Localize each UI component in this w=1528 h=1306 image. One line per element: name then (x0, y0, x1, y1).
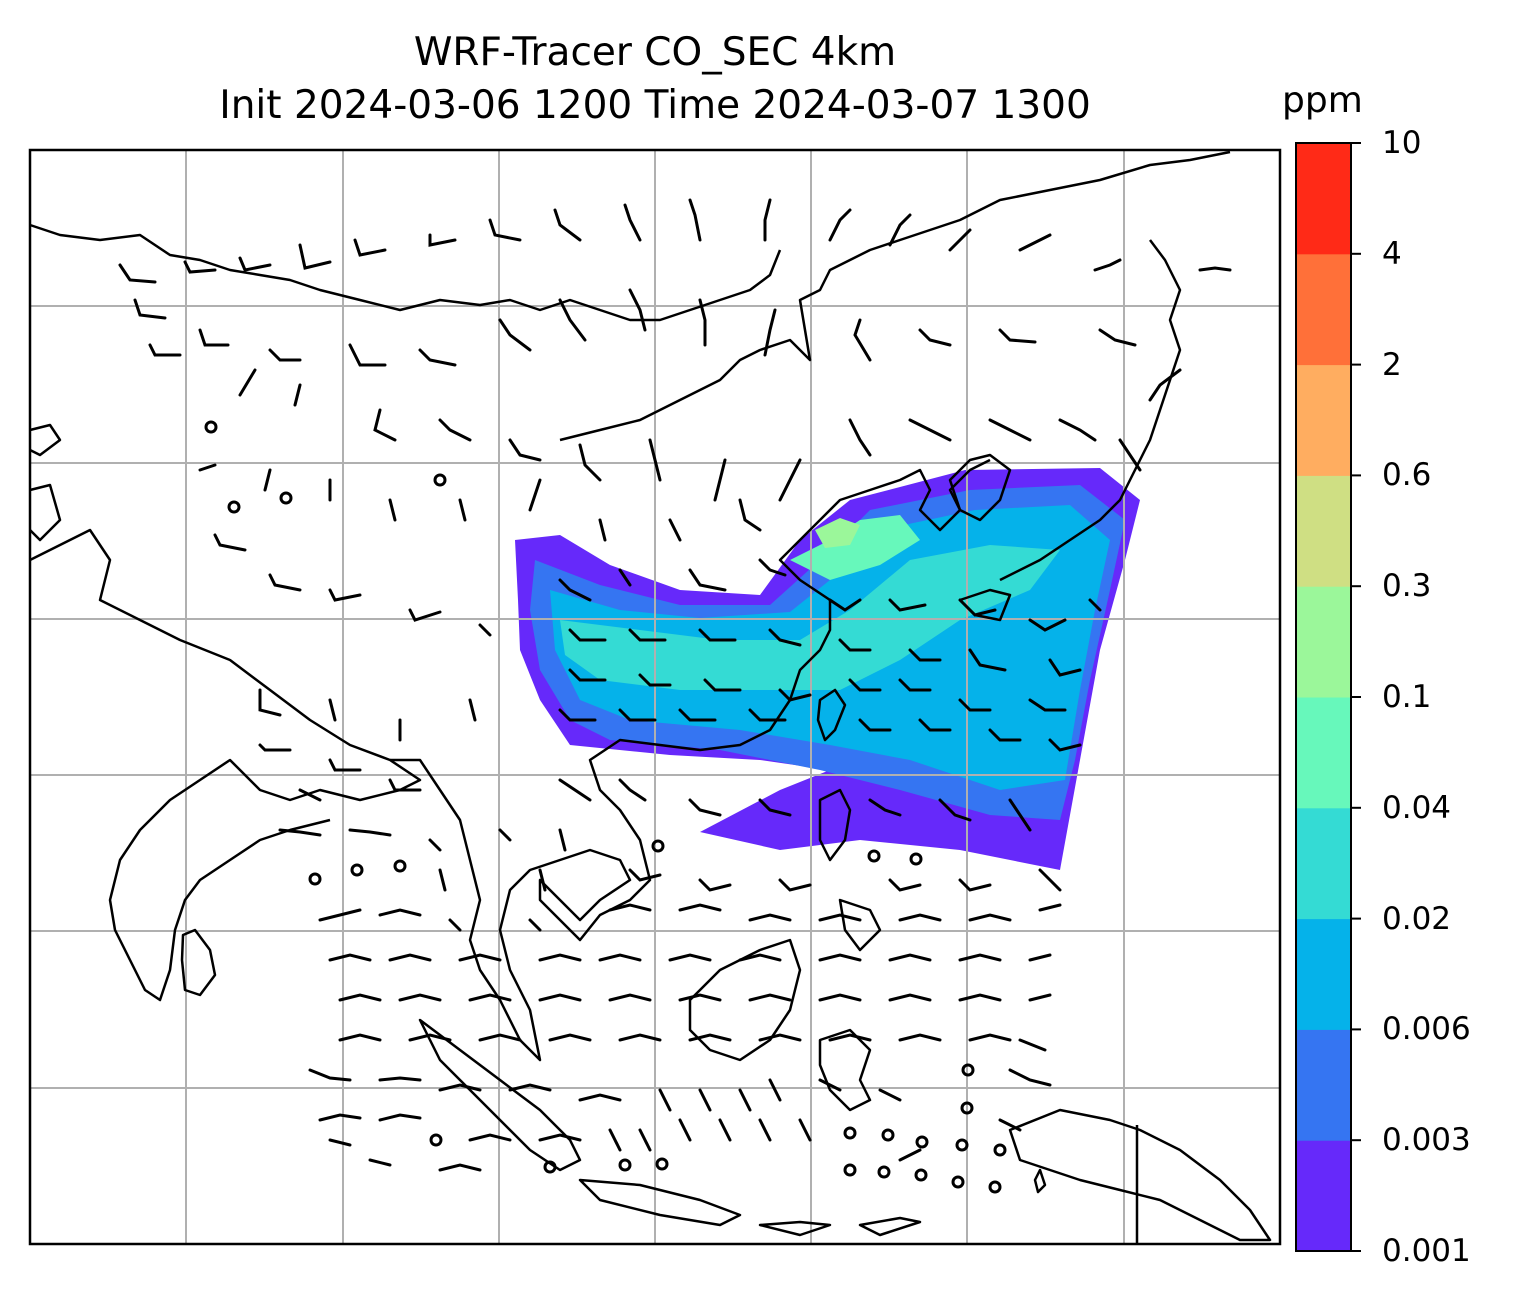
map-frame (28, 148, 1282, 1246)
colorbar-segment (1296, 364, 1351, 476)
colorbar-segment (1296, 586, 1351, 698)
colorbar-segment (1296, 475, 1351, 587)
map-gridlines (30, 150, 1280, 1244)
plume-level-4 (560, 545, 1060, 690)
colorbar-tick-label: 0.003 (1382, 1122, 1471, 1159)
colorbar-segment (1296, 918, 1351, 1030)
colorbar-segment (1296, 697, 1351, 809)
colorbar-tick-label: 2 (1382, 346, 1402, 383)
plume-level-6 (815, 518, 860, 548)
colorbar-unit-label: ppm (1282, 80, 1363, 121)
tracer-plume (515, 468, 1140, 870)
colorbar-segment (1296, 807, 1351, 920)
colorbar-tick-label: 0.1 (1382, 679, 1432, 715)
calm-wind-markers (204, 420, 1007, 1194)
colorbar-tick-label: 0.6 (1382, 457, 1432, 494)
colorbar-tick-label: 0.04 (1382, 789, 1452, 826)
colorbar-tick-label: 10 (1382, 125, 1422, 161)
colorbar-tick-label: 0.001 (1382, 1233, 1471, 1269)
colorbar-tick-label: 0.3 (1382, 568, 1432, 605)
colorbar (1295, 142, 1361, 1252)
colorbar-segment (1296, 253, 1351, 366)
colorbar-segment (1296, 1029, 1351, 1141)
colorbar-tick-label: 0.02 (1382, 900, 1452, 937)
colorbar-segment (1296, 143, 1351, 255)
wind-barbs (118, 198, 1232, 1172)
chart-title-line2: Init 2024-03-06 1200 Time 2024-03-07 130… (219, 83, 1091, 128)
colorbar-tick-label: 0.006 (1382, 1011, 1471, 1048)
chart-title-line1: WRF-Tracer CO_SEC 4km (413, 30, 897, 75)
colorbar-tick-label: 4 (1382, 235, 1402, 272)
colorbar-segment (1296, 1140, 1351, 1252)
plume-level-5 (790, 515, 920, 580)
